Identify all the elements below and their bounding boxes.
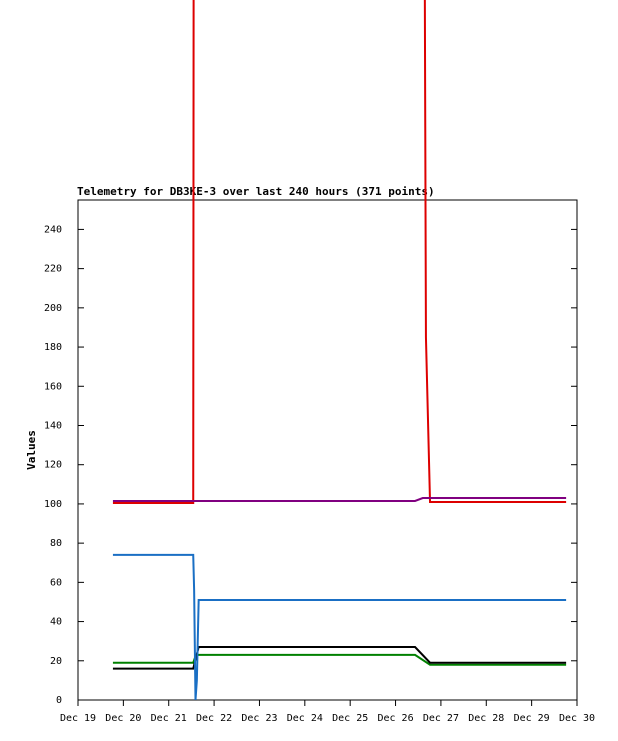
chart-title: Telemetry for DB3KE-3 over last 240 hour… <box>77 185 435 198</box>
y-tick-label: 60 <box>50 577 62 588</box>
x-tick-label: Dec 30 <box>559 713 595 724</box>
x-tick-label: Dec 21 <box>151 713 187 724</box>
y-axis-label: Values <box>25 430 38 470</box>
x-tick-label: Dec 24 <box>287 713 323 724</box>
x-tick-label: Dec 27 <box>423 713 459 724</box>
y-tick-label: 120 <box>44 460 62 471</box>
y-tick-label: 160 <box>44 381 62 392</box>
y-tick-label: 180 <box>44 342 62 353</box>
y-tick-label: 0 <box>56 695 62 706</box>
y-tick-label: 240 <box>44 224 62 235</box>
y-tick-label: 80 <box>50 538 62 549</box>
x-tick-label: Dec 25 <box>332 713 368 724</box>
y-tick-label: 100 <box>44 499 62 510</box>
x-tick-label: Dec 20 <box>105 713 141 724</box>
plot-frame <box>77 199 578 701</box>
y-tick-label: 40 <box>50 617 62 628</box>
y-tick-label: 20 <box>50 656 62 667</box>
series-line <box>112 646 567 670</box>
x-tick-label: Dec 22 <box>196 713 232 724</box>
series-group <box>112 0 567 700</box>
y-tick-label: 200 <box>44 303 62 314</box>
x-tick-label: Dec 28 <box>468 713 504 724</box>
y-tick-label: 140 <box>44 420 62 431</box>
series-line <box>112 553 567 700</box>
series-line <box>112 497 567 502</box>
y-tick-label: 220 <box>44 264 62 275</box>
x-tick-label: Dec 23 <box>241 713 277 724</box>
series-line <box>112 0 567 504</box>
x-tick-label: Dec 19 <box>60 713 96 724</box>
series-line <box>112 653 567 666</box>
x-tick-label: Dec 26 <box>377 713 413 724</box>
x-tick-label: Dec 29 <box>514 713 550 724</box>
